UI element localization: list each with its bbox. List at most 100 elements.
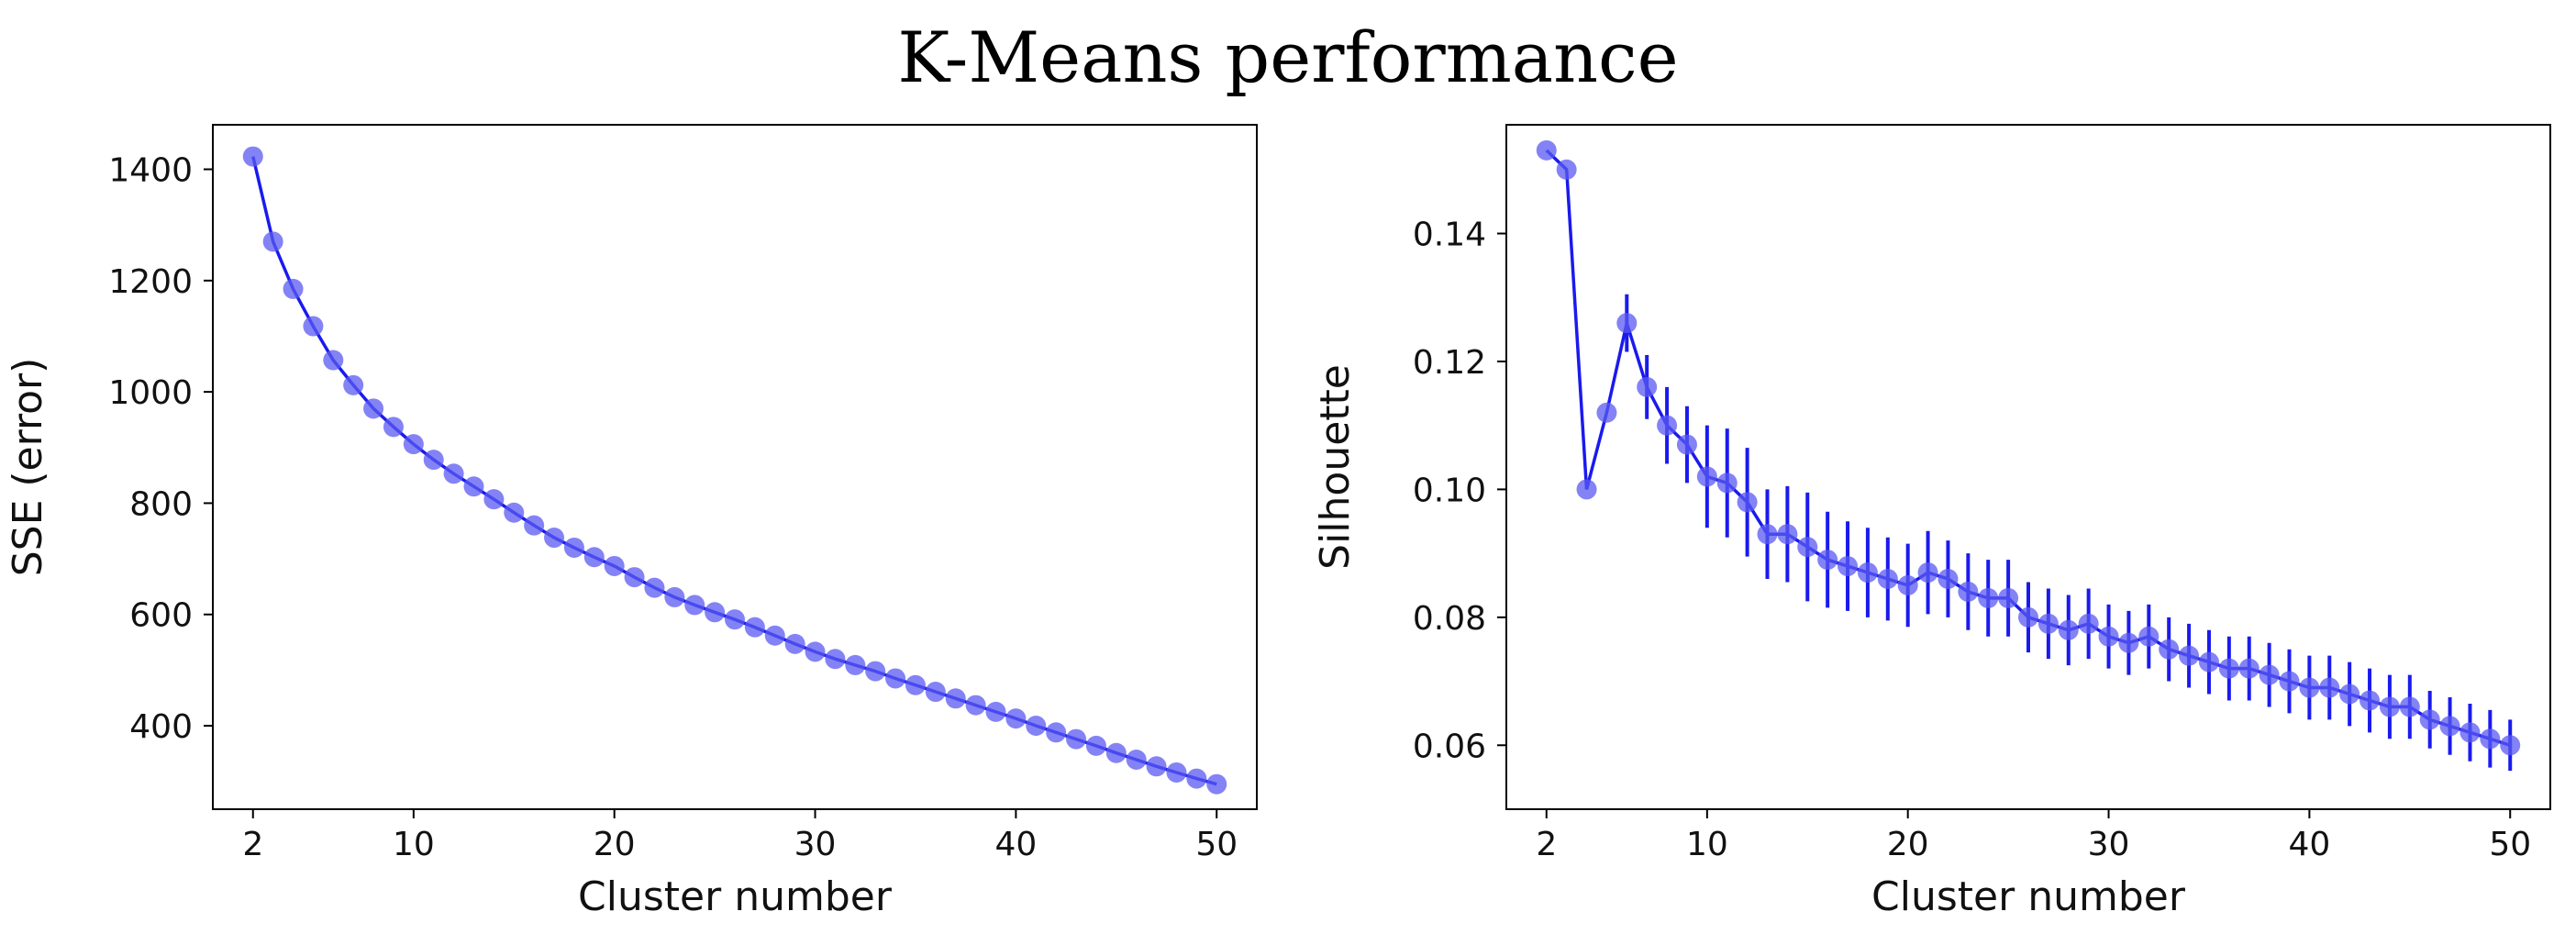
silhouette-data-point — [1998, 587, 2019, 608]
silhouette-x-tick-label: 10 — [1686, 826, 1728, 863]
silhouette-x-tick-label: 50 — [2489, 826, 2531, 863]
silhouette-data-point — [1797, 537, 1818, 558]
sse-data-point — [323, 350, 344, 371]
silhouette-data-point — [1716, 472, 1738, 494]
silhouette-y-tick-label: 0.14 — [1413, 217, 1486, 254]
sse-data-point — [945, 688, 966, 709]
sse-data-point — [1066, 728, 1087, 750]
silhouette-data-point — [2359, 690, 2381, 711]
sse-data-point — [644, 577, 665, 598]
sse-data-point — [483, 489, 505, 510]
sse-data-point — [1146, 756, 1167, 777]
silhouette-data-point — [1556, 159, 1577, 180]
sse-y-tick-label: 1200 — [108, 263, 193, 301]
sse-data-point — [725, 609, 745, 630]
silhouette-data-point — [2138, 626, 2160, 647]
sse-data-point — [1126, 750, 1147, 771]
sse-data-point — [504, 502, 525, 523]
silhouette-data-point — [2179, 645, 2200, 666]
silhouette-data-point — [1877, 569, 1898, 590]
sse-data-point — [443, 463, 464, 484]
silhouette-data-point — [2058, 619, 2079, 640]
silhouette-data-point — [2399, 696, 2420, 717]
silhouette-y-tick-label: 0.08 — [1413, 600, 1486, 638]
sse-data-point — [1005, 708, 1027, 729]
silhouette-data-point — [2259, 664, 2280, 685]
figure-title: K-Means performance — [897, 17, 1679, 98]
sse-data-point — [283, 278, 304, 299]
sse-data-point — [343, 374, 364, 395]
silhouette-data-point — [2319, 677, 2340, 698]
silhouette-data-point — [2500, 735, 2521, 756]
silhouette-axes-frame — [1505, 124, 2551, 810]
sse-data-point — [885, 668, 906, 689]
sse-y-tick-label: 800 — [129, 485, 193, 523]
sse-data-point — [463, 476, 484, 497]
sse-data-point — [383, 417, 404, 438]
sse-data-point — [604, 555, 625, 576]
sse-data-point — [845, 654, 866, 675]
silhouette-data-point — [2118, 632, 2139, 653]
silhouette-data-point — [2238, 658, 2260, 679]
silhouette-data-point — [2279, 671, 2300, 692]
silhouette-x-axis-label: Cluster number — [1871, 873, 2186, 920]
silhouette-data-point — [2037, 613, 2059, 634]
sse-x-tick-label: 30 — [794, 826, 837, 863]
sse-data-point — [965, 695, 986, 716]
silhouette-data-point — [1596, 402, 1617, 423]
silhouette-data-point — [1637, 376, 1658, 397]
sse-data-point — [705, 602, 726, 623]
sse-data-point — [624, 567, 645, 588]
silhouette-x-tick-label: 2 — [1536, 826, 1557, 863]
sse-data-point — [1206, 773, 1227, 795]
sse-x-tick-label: 50 — [1195, 826, 1238, 863]
silhouette-data-point — [2459, 722, 2481, 743]
sse-data-point — [524, 515, 545, 536]
sse-x-tick-label: 20 — [594, 826, 636, 863]
sse-data-point — [905, 674, 926, 695]
sse-axes-frame — [212, 124, 1258, 810]
sse-data-point — [925, 682, 946, 703]
sse-data-point — [303, 316, 324, 337]
silhouette-data-point — [1536, 139, 1557, 161]
silhouette-x-tick-label: 30 — [2088, 826, 2130, 863]
sse-y-tick-label: 1000 — [108, 374, 193, 412]
sse-data-point — [1166, 762, 1187, 783]
sse-data-point — [403, 434, 424, 455]
silhouette-data-point — [2439, 716, 2460, 737]
sse-data-point — [684, 595, 705, 616]
sse-data-point — [805, 641, 826, 662]
sse-panel: 2 10 20 30 40 50 400 600 800 1000 1200 1400 Cluster … — [5, 124, 1258, 920]
sse-data-point — [1085, 735, 1106, 756]
silhouette-x-tick-label: 20 — [1887, 826, 1929, 863]
sse-data-point — [544, 528, 565, 549]
sse-data-point — [1186, 768, 1207, 789]
sse-data-point — [825, 649, 846, 670]
sse-data-point — [664, 586, 685, 607]
sse-data-point — [985, 701, 1006, 722]
sse-data-point — [764, 625, 785, 646]
sse-x-tick-label: 40 — [994, 826, 1037, 863]
silhouette-data-point — [1576, 479, 1597, 500]
silhouette-data-point — [2098, 626, 2119, 647]
silhouette-data-point — [1817, 550, 1838, 571]
silhouette-data-point — [1676, 434, 1697, 455]
sse-x-tick-label: 2 — [242, 826, 263, 863]
silhouette-data-point — [2078, 613, 2099, 634]
sse-data-point — [563, 537, 584, 558]
silhouette-data-point — [1777, 524, 1798, 545]
silhouette-data-point — [1857, 562, 1878, 584]
silhouette-data-point — [1657, 415, 1678, 436]
sse-y-tick-label: 600 — [129, 597, 193, 635]
sse-y-axis-label: SSE (error) — [5, 358, 51, 577]
sse-data-point — [1105, 742, 1127, 763]
silhouette-panel: 2 10 20 30 40 50 0.06 0.08 0.10 0.12 0.14 Cluster n… — [1312, 124, 2551, 920]
sse-data-point — [423, 450, 444, 471]
silhouette-data-point — [1917, 562, 1938, 584]
silhouette-y-tick-label: 0.12 — [1413, 344, 1486, 382]
silhouette-data-point — [1978, 587, 1999, 608]
sse-data-point — [1046, 722, 1067, 743]
silhouette-data-point — [1616, 313, 1638, 334]
silhouette-data-point — [1696, 466, 1717, 487]
